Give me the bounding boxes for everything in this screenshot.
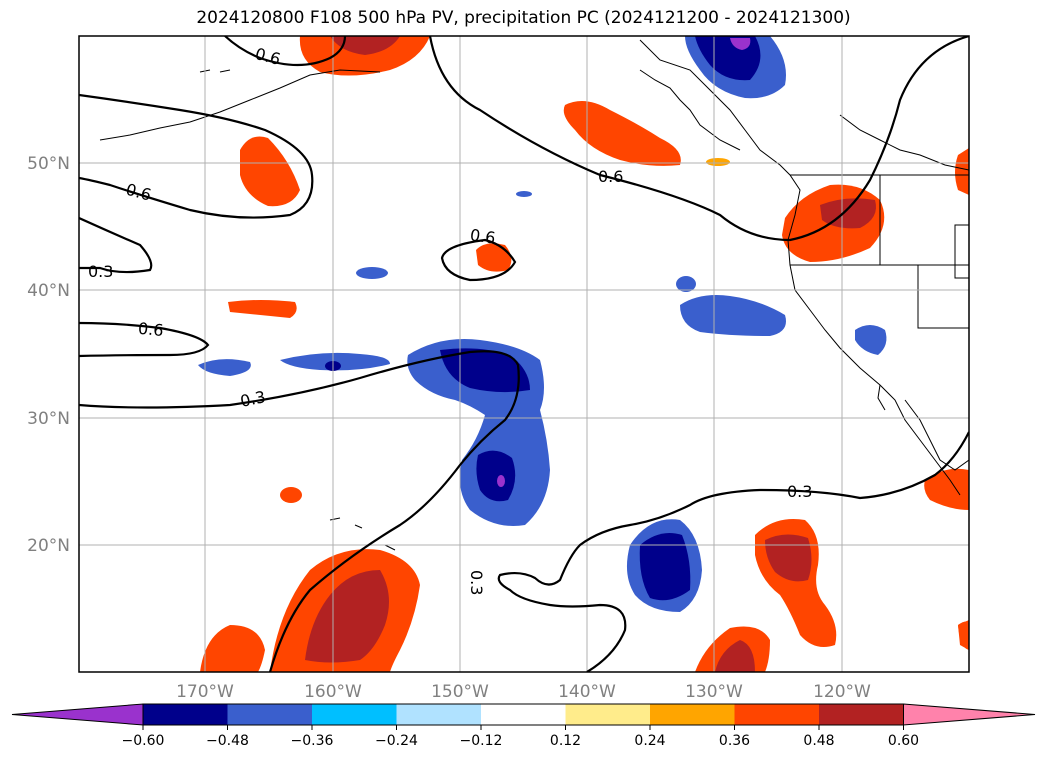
contour-label-9: 0.3 — [467, 570, 486, 595]
lon-label-140w: 140°W — [558, 682, 616, 702]
contour-label-2: 0.6 — [598, 167, 623, 186]
colorbar-segment — [481, 704, 566, 725]
map-title: 2024120800 F108 500 hPa PV, precipitatio… — [196, 8, 851, 28]
colorbar-tick-label: −0.48 — [206, 733, 249, 749]
lat-labels: 50°N 40°N 30°N 20°N — [27, 154, 70, 556]
colorbar-tick-label: −0.24 — [375, 733, 418, 749]
colorbar-tick-label: −0.36 — [291, 733, 334, 749]
colorbar-tick-label: 0.60 — [888, 733, 919, 749]
pv-contours — [79, 36, 969, 672]
colorbar-extend-high — [903, 703, 1036, 726]
lon-label-120w: 120°W — [813, 682, 871, 702]
lon-label-130w: 130°W — [685, 682, 743, 702]
lat-label-20n: 20°N — [27, 536, 70, 556]
colorbar: −0.60 −0.48 −0.36 −0.24 −0.12 0.12 0.24 0.36 0.4… — [11, 703, 1036, 749]
colorbar-segment — [565, 704, 651, 725]
colorbar-segment — [143, 704, 228, 725]
colorbar-tick-label: 0.24 — [634, 733, 665, 749]
colorbar-extend-low — [11, 703, 144, 726]
colorbar-tick-label: 0.36 — [719, 733, 750, 749]
colorbar-tick-label: 0.48 — [803, 733, 834, 749]
lat-label-40n: 40°N — [27, 281, 70, 301]
plot-border — [78, 35, 970, 673]
lon-labels: 170°W 160°W 150°W 140°W 130°W 120°W — [176, 682, 871, 702]
contour-label-4: 0.6 — [469, 225, 497, 247]
colorbar-tick-label: 0.12 — [550, 733, 581, 749]
lat-label-30n: 30°N — [27, 409, 70, 429]
colorbar-segment — [396, 704, 482, 725]
graticule — [79, 36, 969, 672]
lon-label-170w: 170°W — [176, 682, 234, 702]
contour-label-5: 0.3 — [88, 262, 113, 281]
colorbar-tick-label: −0.12 — [460, 733, 503, 749]
precip-fields — [198, 36, 969, 672]
colorbar-tick-label: −0.60 — [122, 733, 165, 749]
contour-label-8: 0.3 — [787, 482, 812, 501]
contour-label-6: 0.6 — [137, 319, 164, 340]
lon-label-150w: 150°W — [431, 682, 489, 702]
lon-label-160w: 160°W — [304, 682, 362, 702]
colorbar-outline — [142, 703, 904, 726]
colorbar-segment — [312, 704, 397, 725]
colorbar-segment — [819, 704, 904, 725]
coastlines — [99, 39, 969, 551]
colorbar-segment — [650, 704, 735, 725]
lat-label-50n: 50°N — [27, 154, 70, 174]
colorbar-segment — [227, 704, 313, 725]
colorbar-segment — [734, 704, 820, 725]
contour-label-7: 0.3 — [238, 387, 267, 411]
